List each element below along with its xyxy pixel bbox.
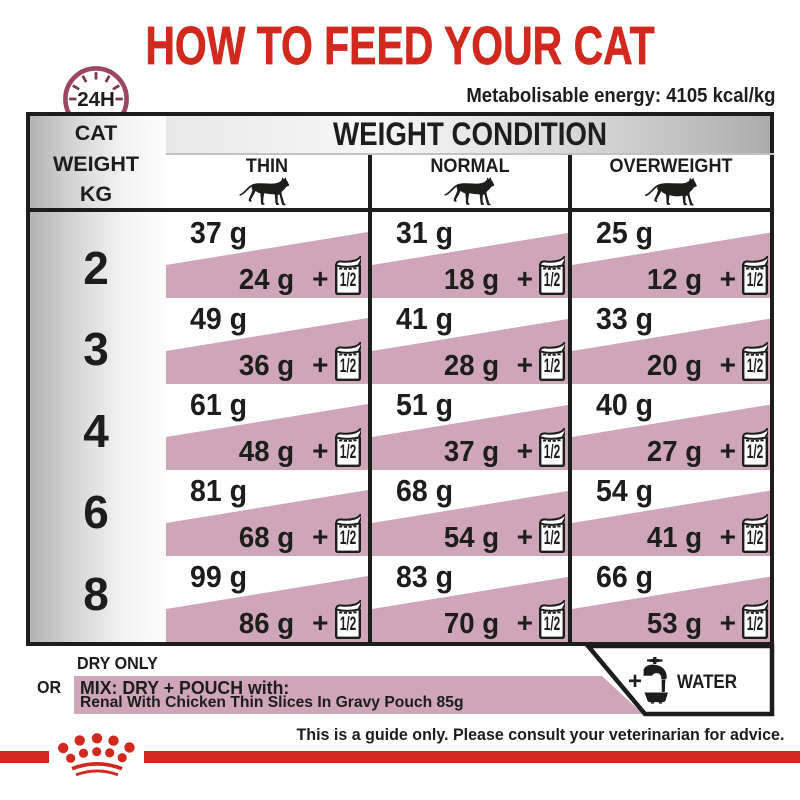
svg-text:1/2: 1/2 [544, 442, 561, 463]
svg-text:1/2: 1/2 [747, 442, 764, 463]
svg-text:1/2: 1/2 [544, 356, 561, 377]
svg-text:1/2: 1/2 [339, 270, 356, 291]
svg-text:1/2: 1/2 [747, 528, 764, 549]
svg-text:1/2: 1/2 [544, 528, 561, 549]
svg-text:1/2: 1/2 [339, 356, 356, 377]
svg-text:24H: 24H [77, 88, 115, 111]
svg-text:1/2: 1/2 [339, 442, 356, 463]
svg-text:1/2: 1/2 [339, 614, 356, 635]
svg-text:1/2: 1/2 [544, 614, 561, 635]
svg-text:1/2: 1/2 [544, 270, 561, 291]
svg-text:1/2: 1/2 [339, 528, 356, 549]
svg-text:1/2: 1/2 [747, 270, 764, 291]
svg-text:1/2: 1/2 [747, 614, 764, 635]
svg-text:1/2: 1/2 [747, 356, 764, 377]
